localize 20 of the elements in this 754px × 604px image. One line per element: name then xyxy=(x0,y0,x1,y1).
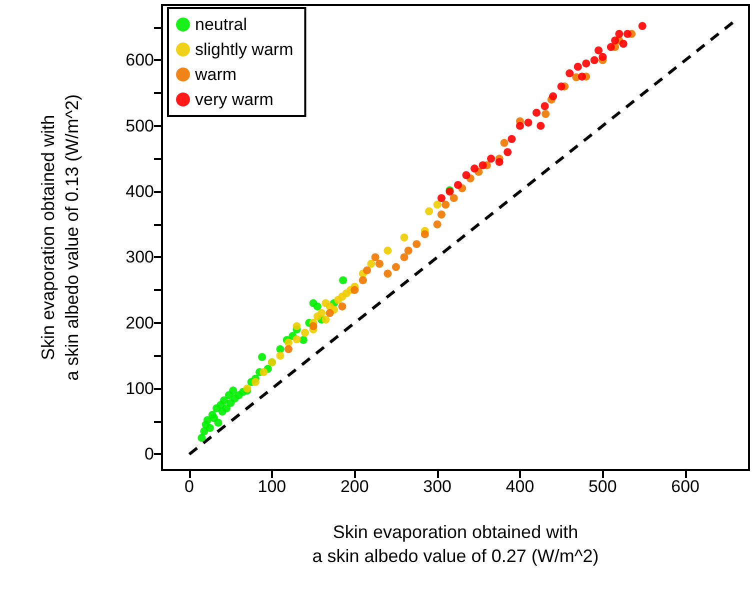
x-tick-label: 600 xyxy=(671,477,700,496)
x-tick-label: 300 xyxy=(423,477,452,496)
y-axis-title: Skin evaporation obtained with a skin albedo value of 0.13 (W/m^2) xyxy=(38,94,82,381)
legend-label: neutral xyxy=(195,15,247,34)
x-tick-label: 100 xyxy=(258,477,286,496)
y-tick-label: 400 xyxy=(126,182,154,202)
y-tick-label: 100 xyxy=(126,379,154,398)
y-tick-label: 500 xyxy=(126,116,154,136)
legend-label: slightly warm xyxy=(195,40,294,59)
x-tick-label: 400 xyxy=(506,477,534,496)
x-tick-label: 0 xyxy=(184,477,194,496)
y-tick-label: 200 xyxy=(126,313,154,332)
x-tick-label: 200 xyxy=(340,477,369,496)
legend-label: warm xyxy=(194,65,237,84)
y-tick-label: 600 xyxy=(126,50,154,70)
legend-label: very warm xyxy=(195,90,274,109)
x-axis-title: Skin evaporation obtained with a skin albedo value of 0.27 (W/m^2) xyxy=(312,522,599,566)
y-tick-label: 300 xyxy=(126,248,154,267)
y-tick-label: 0 xyxy=(144,444,154,464)
x-tick-label: 500 xyxy=(588,477,617,496)
